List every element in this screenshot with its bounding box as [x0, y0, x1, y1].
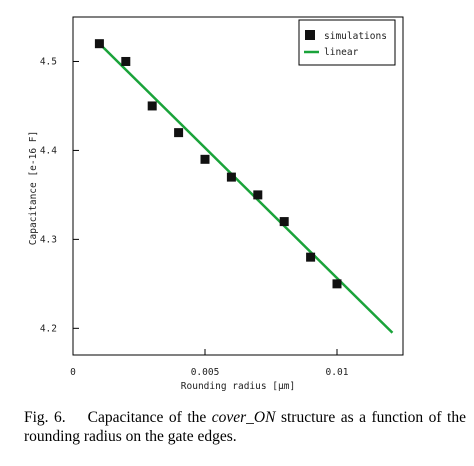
- simulation-point: [253, 190, 263, 200]
- simulation-point: [174, 128, 184, 138]
- legend: simulations linear: [298, 19, 396, 66]
- y-tick-label: 4.3: [40, 234, 57, 245]
- linear-fit-line: [95, 40, 394, 334]
- x-tick-label: 0.005: [191, 367, 220, 378]
- simulation-point: [94, 39, 104, 49]
- simulation-point: [226, 172, 236, 182]
- x-axis-ticks: 0 0.005 0.01: [70, 349, 349, 378]
- simulation-point: [200, 154, 210, 164]
- legend-label-simulations: simulations: [324, 31, 387, 42]
- y-axis-ticks: 4.2 4.3 4.4 4.5: [40, 56, 79, 334]
- x-axis-label: Rounding radius [µm]: [181, 381, 295, 392]
- series-layer: [94, 39, 394, 334]
- caption-prefix: Fig. 6. Capacitance of the: [24, 409, 212, 426]
- simulation-point: [306, 252, 316, 262]
- caption-emphasis: cover_ON: [211, 409, 276, 426]
- legend-label-linear: linear: [324, 47, 359, 58]
- simulation-point: [279, 217, 289, 227]
- simulation-point: [147, 101, 157, 111]
- y-tick-label: 4.5: [40, 56, 57, 67]
- x-tick-label: 0.01: [326, 367, 349, 378]
- simulation-point: [332, 279, 342, 289]
- y-tick-label: 4.2: [40, 323, 57, 334]
- y-tick-label: 4.4: [40, 145, 57, 156]
- simulation-point: [121, 56, 131, 66]
- figure-caption: Fig. 6. Capacitance of the cover_ON stru…: [24, 408, 466, 446]
- plot-frame: [72, 16, 404, 356]
- chart: 0 0.005 0.01 4.2 4.3 4.4 4.5 Rounding radius …: [28, 16, 404, 392]
- legend-box: [298, 19, 396, 66]
- x-tick-label: 0: [70, 367, 76, 378]
- caption-suffix: structure as a function of the rounding …: [24, 409, 466, 445]
- y-axis-label: Capacitance [e-16 F]: [28, 131, 39, 245]
- legend-marker-simulations: [305, 30, 315, 40]
